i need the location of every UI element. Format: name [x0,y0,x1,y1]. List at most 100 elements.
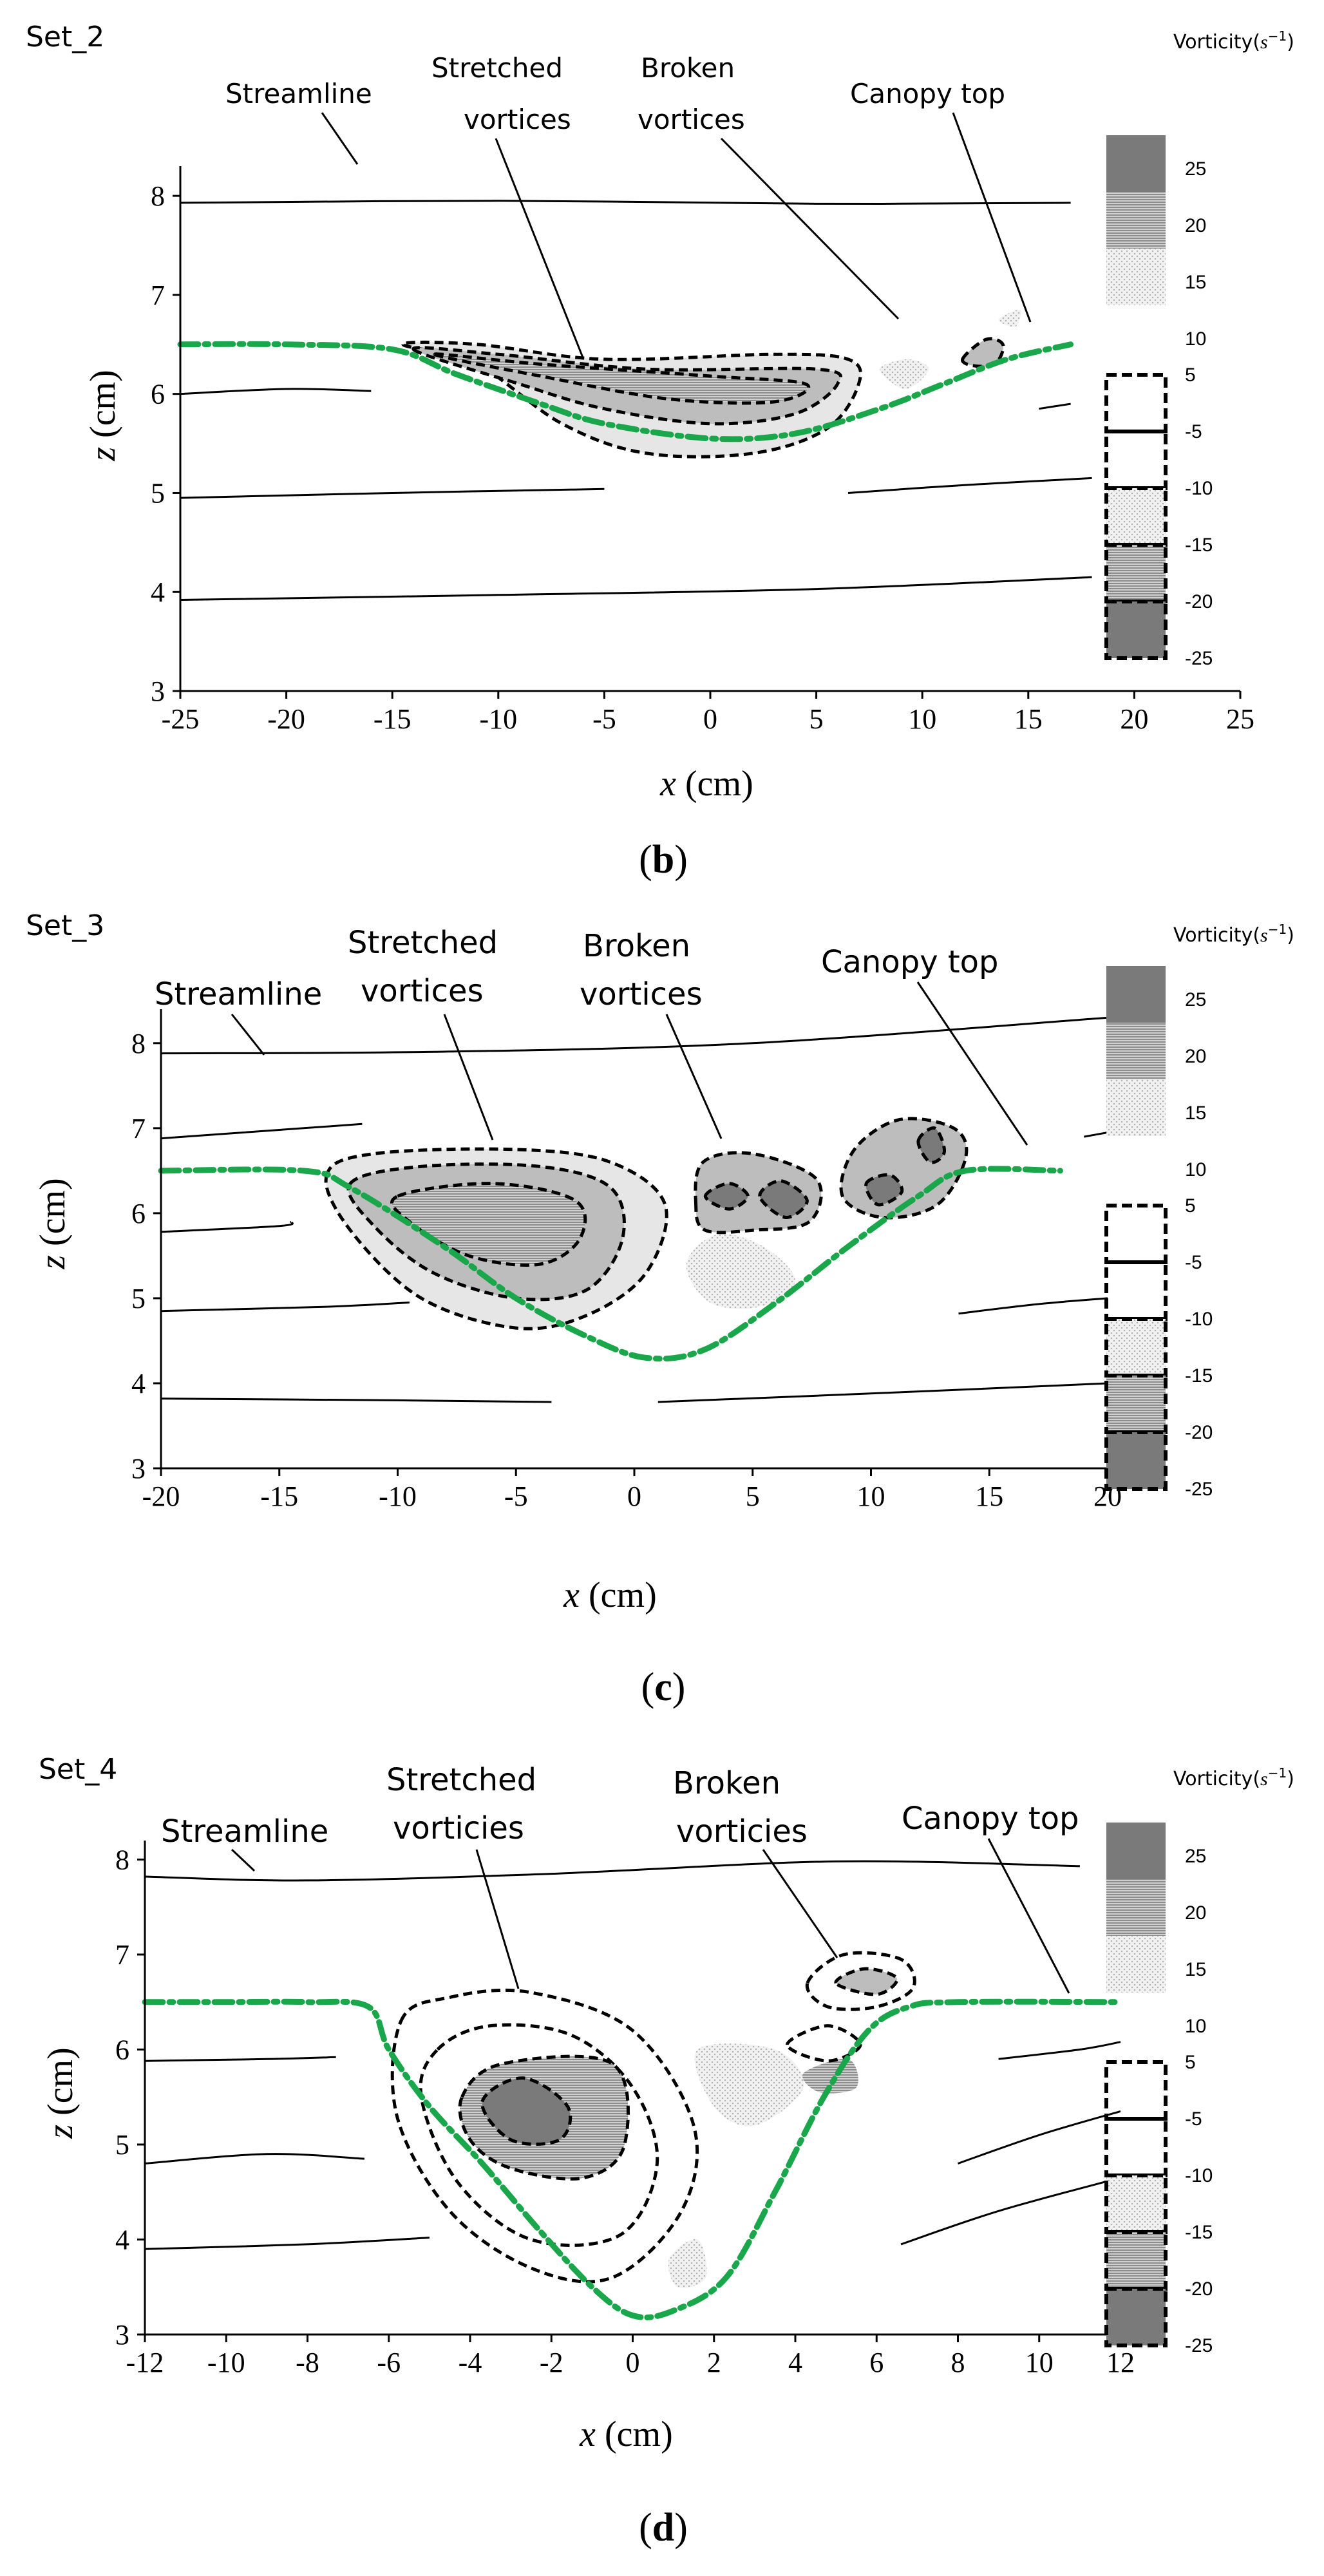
x-tick-label: -2 [540,2347,563,2378]
annotation-stretched-2: vortices [361,973,484,1009]
x-tick-label: 2 [707,2347,721,2378]
legend-swatch [1104,1260,1168,1321]
x-tick-label: 5 [809,703,824,735]
canopy-top-line [142,1998,1124,2320]
x-tick-label: -10 [379,1481,417,1512]
y-tick-label: 6 [151,379,165,410]
y-tick-label: 5 [131,1283,146,1314]
legend-label: -25 [1185,648,1213,669]
y-axis-label-unit: (cm) [83,370,123,447]
legend-unit-base: s [1260,1768,1268,1790]
x-axis-label-unit: (cm) [676,764,753,804]
vorticity-patch [717,1268,762,1303]
x-tick-label: 10 [857,1481,885,1512]
y-tick-label: 5 [151,477,165,509]
x-tick-label: -10 [479,703,517,735]
streamline [1039,402,1071,410]
panel-letter: d [652,2506,674,2550]
legend-label: 25 [1185,989,1206,1010]
legend: Vorticity(s−1) 25 20 15 10 5 -5 -10 -15 -20 -25 [1104,1765,1294,2356]
panel-d: Set_4 Streamline Stretched vorticies Bro… [39,1753,1294,2550]
legend-unit-base: s [1260,32,1268,53]
x-tick-label: 8 [951,2347,965,2378]
annotation-broken-1: Broken [583,928,690,964]
annotation-broken-2: vortices [638,104,745,135]
legend-label: 15 [1185,1959,1206,1980]
legend-swatch [1104,2060,1168,2121]
legend-label: 10 [1185,328,1206,350]
x-tick-label: 0 [627,1481,641,1512]
set-title: Set_2 [26,21,104,53]
vorticity-contour [961,337,1005,368]
annotation-stretched-2: vortices [464,104,571,135]
y-tick-label: 7 [115,1939,129,1971]
x-tick-label: -15 [374,703,411,735]
x-tick-label: 5 [746,1481,760,1512]
x-tick-label: -15 [260,1481,298,1512]
y-tick-label: 5 [115,2129,129,2161]
panel-label: (d) [639,2506,688,2550]
legend-label: 5 [1185,2052,1196,2073]
annotation-streamline: Streamline [161,1814,328,1850]
vorticity-contour [834,1967,899,1996]
annotation-broken-2: vortices [580,976,703,1012]
y-axis-label: z (cm) [83,370,123,462]
y-tick-label: 7 [131,1113,146,1144]
x-tick-label: -10 [207,2347,245,2378]
y-axis-label-var: z [83,447,123,462]
streamline [144,1860,1080,1882]
x-tick-label: -25 [162,703,200,735]
annotation-canopy: Canopy top [850,78,1005,109]
annotation-canopy: Canopy top [821,944,999,980]
legend-swatch [1104,1204,1168,1264]
vorticity-patch [694,2043,804,2126]
y-tick-label: 8 [115,1844,129,1876]
panel-letter: c [654,1665,672,1709]
panel-c: Set_3 Streamline Stretched vortices Brok… [26,909,1294,1709]
streamline [180,200,1071,205]
y-tick-label: 4 [115,2224,129,2256]
legend-unit-exp: −1 [1268,922,1287,937]
x-axis-label-var: x [659,764,676,804]
vorticity-patch [998,309,1021,327]
annotation-streamline: Streamline [225,78,372,109]
streamline [144,2056,336,2062]
legend-swatch [1104,2117,1168,2177]
vorticity-contour [916,1126,946,1164]
y-tick-label: 3 [151,676,165,707]
streamline [160,1397,552,1403]
x-tick-label: 25 [1226,703,1254,735]
legend-label: -5 [1185,1252,1202,1273]
streamline [180,488,605,499]
y-axis-label: z (cm) [33,1178,73,1270]
x-tick-label: 10 [1025,2347,1054,2378]
legend-unit-exp: −1 [1268,1765,1287,1781]
legend-swatch [1104,2174,1168,2234]
streamline [958,1297,1108,1315]
legend-label: -15 [1185,1365,1213,1387]
legend-swatch [1104,373,1168,433]
x-tick-label: 15 [975,1481,1003,1512]
legend-swatch [1104,2287,1168,2347]
y-tick-label: 4 [131,1368,146,1399]
x-tick-label: 0 [703,703,717,735]
annotation-stretched-1: Stretched [348,925,498,961]
legend-label: -15 [1185,2222,1213,2243]
vorticity-contour [805,1951,916,2011]
legend-swatch [1104,1374,1168,1434]
streamline [180,388,372,395]
y-tick-label: 3 [131,1453,146,1484]
legend-label: -20 [1185,591,1213,612]
legend-swatch [1106,192,1166,249]
streamline [1084,1132,1108,1138]
legend-title: Vorticity(s−1) [1173,1765,1294,1790]
legend-label: -20 [1185,1422,1213,1443]
legend-swatch [1104,600,1168,660]
streamline [657,1382,1108,1403]
x-tick-label: 20 [1120,703,1148,735]
x-tick-label: -5 [592,703,616,735]
y-axis-label-var: z [41,2125,80,2139]
legend-title: Vorticity(s−1) [1173,922,1294,947]
leader-stretched [443,1014,494,1141]
vorticity-contour [433,352,811,405]
